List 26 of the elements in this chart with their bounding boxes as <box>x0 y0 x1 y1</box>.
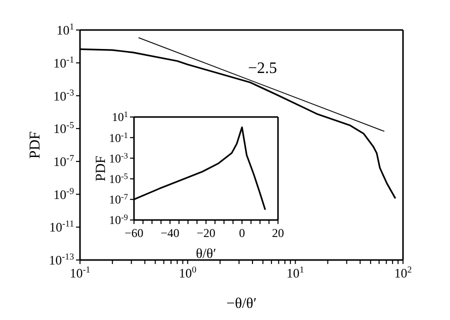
y-tick-label: 10$^{-1}$ <box>109 130 128 145</box>
x-tick-label: 10$^{2}$ <box>394 264 412 281</box>
y-tick-label: 10$^{1}$ <box>112 110 128 124</box>
y-axis-title: PDF <box>94 155 109 182</box>
x-tick-label: 0 <box>239 226 245 240</box>
x-tick-label: −20 <box>196 226 216 240</box>
y-tick-label: 10$^{-3}$ <box>53 87 74 104</box>
x-axis-title: θ/θ′ <box>196 247 216 262</box>
y-axis-title: PDF <box>27 131 44 159</box>
x-tick-label: 10$^{1}$ <box>286 264 304 281</box>
x-tick-label: −40 <box>160 226 180 240</box>
y-tick-label: 10$^{-3}$ <box>109 150 128 166</box>
y-tick-label: 10$^{-1}$ <box>53 54 74 70</box>
x-tick-label: −60 <box>124 226 144 240</box>
y-tick-label: 10$^{-9}$ <box>53 186 74 202</box>
x-axis-title: −θ/θ′ <box>226 296 257 312</box>
annotation: −2.5 <box>248 60 278 78</box>
y-tick-label: 10$^{-11}$ <box>49 218 74 235</box>
y-tick-label: 10$^{1}$ <box>56 22 74 38</box>
x-tick-label: 10$^{0}$ <box>178 264 197 281</box>
y-tick-label: 10$^{-5}$ <box>109 172 128 186</box>
y-tick-label: 10$^{-5}$ <box>53 120 74 136</box>
y-tick-label: 10$^{-9}$ <box>109 212 128 228</box>
y-tick-label: 10$^{-7}$ <box>109 192 128 207</box>
y-tick-label: 10$^{-7}$ <box>53 152 74 169</box>
x-tick-label: 20 <box>272 226 284 240</box>
